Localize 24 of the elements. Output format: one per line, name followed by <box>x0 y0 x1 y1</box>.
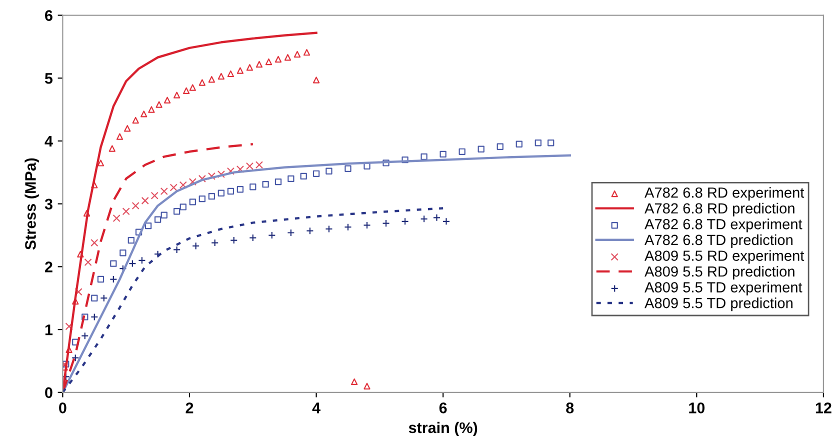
legend-label: A782 6.8 RD prediction <box>644 202 794 216</box>
x-tick-label: 0 <box>59 402 66 414</box>
y-tick-label: 6 <box>45 10 52 21</box>
x-tick-label: 8 <box>566 402 574 414</box>
legend-label: A809 5.5 RD prediction <box>644 266 794 280</box>
y-tick-label: 3 <box>44 198 52 210</box>
x-tick-label: 4 <box>312 402 320 414</box>
x-tick-label: 12 <box>816 402 832 414</box>
x-axis-title: strain (%) <box>408 422 478 436</box>
y-axis-title: Stress (MPa) <box>24 158 39 250</box>
legend-label: A782 6.8 RD experiment <box>644 187 804 201</box>
legend-label: A809 5.5 RD experiment <box>644 250 804 264</box>
x-tick-label: 6 <box>439 402 447 414</box>
y-tick-label: 0 <box>45 387 52 398</box>
y-tick-label: 5 <box>44 73 53 84</box>
y-tick-label: 2 <box>45 262 52 272</box>
legend-label: A782 6.8 TD experiment <box>644 218 802 232</box>
x-tick-label: 10 <box>689 402 705 414</box>
legend-label: A782 6.8 TD prediction <box>644 234 792 248</box>
y-tick-label: 4 <box>44 136 53 147</box>
legend-label: A809 5.5 TD prediction <box>644 298 792 312</box>
legend-label: A809 5.5 TD experiment <box>644 282 802 296</box>
x-tick-label: 2 <box>186 402 194 414</box>
y-tick-label: 1 <box>45 324 53 336</box>
